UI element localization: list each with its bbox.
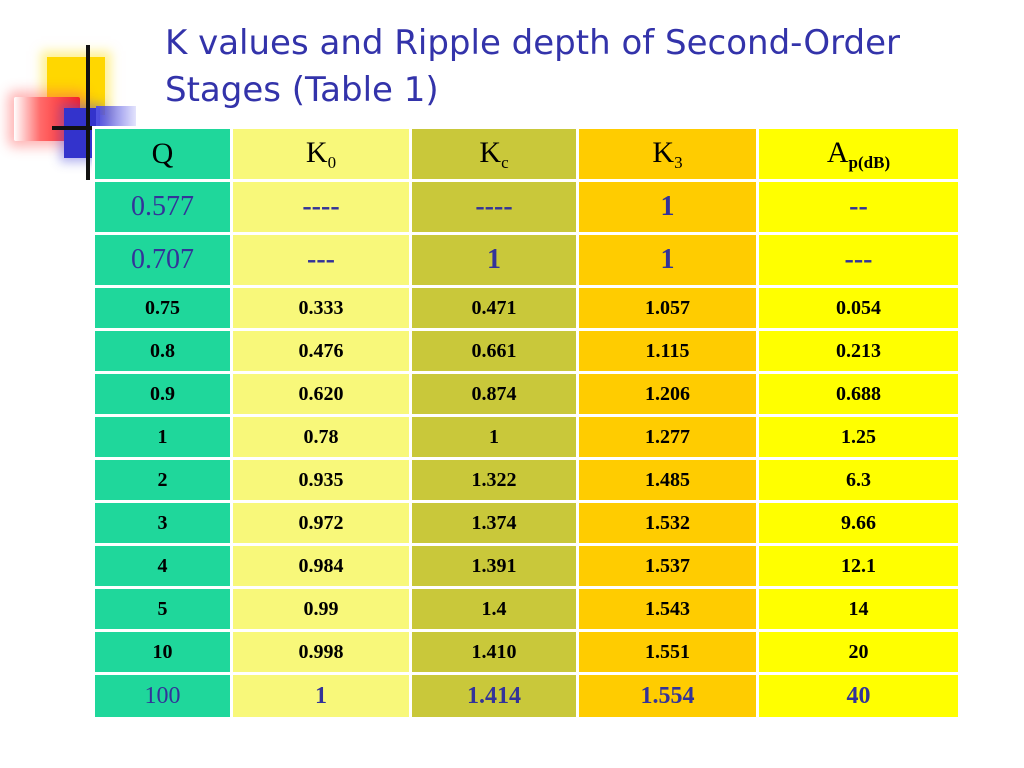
table-row: 0.707 --- 1 1 ---: [92, 232, 961, 288]
table-row: 1 0.78 1 1.277 1.25: [92, 414, 961, 460]
cell-q: 0.577: [92, 179, 233, 235]
cell-k3: 1.115: [576, 328, 759, 374]
cell-kc: 0.874: [409, 371, 579, 417]
cell-ap: 12.1: [756, 543, 961, 589]
k-values-table: Q K0 Kc K3 Ap(dB) 0.577 ---- ---- 1 -- 0…: [92, 126, 961, 720]
cell-q: 0.707: [92, 232, 233, 288]
cell-k3: 1.206: [576, 371, 759, 417]
table-row: 0.8 0.476 0.661 1.115 0.213: [92, 328, 961, 374]
cell-q: 100: [92, 672, 233, 720]
cell-kc: 1.410: [409, 629, 579, 675]
cell-ap: 14: [756, 586, 961, 632]
cell-kc: 0.471: [409, 285, 579, 331]
cell-k0: 0.476: [230, 328, 412, 374]
table-row: 2 0.935 1.322 1.485 6.3: [92, 457, 961, 503]
cell-kc: 1.374: [409, 500, 579, 546]
table-row: 3 0.972 1.374 1.532 9.66: [92, 500, 961, 546]
cell-k0: 1: [230, 672, 412, 720]
table-row: 0.9 0.620 0.874 1.206 0.688: [92, 371, 961, 417]
header-q: Q: [92, 126, 233, 182]
cell-ap: 0.054: [756, 285, 961, 331]
header-kc: Kc: [409, 126, 579, 182]
header-k3: K3: [576, 126, 759, 182]
cell-ap: --: [756, 179, 961, 235]
cell-ap: ---: [756, 232, 961, 288]
cell-ap: 40: [756, 672, 961, 720]
table-row: 5 0.99 1.4 1.543 14: [92, 586, 961, 632]
logo-vertical-line: [86, 45, 90, 180]
cell-ap: 0.688: [756, 371, 961, 417]
cell-kc: 1.391: [409, 543, 579, 589]
cell-k3: 1.532: [576, 500, 759, 546]
cell-ap: 6.3: [756, 457, 961, 503]
cell-q: 0.75: [92, 285, 233, 331]
table-row: 100 1 1.414 1.554 40: [92, 672, 961, 720]
table-row: 10 0.998 1.410 1.551 20: [92, 629, 961, 675]
table-row: 0.75 0.333 0.471 1.057 0.054: [92, 285, 961, 331]
table-row: 0.577 ---- ---- 1 --: [92, 179, 961, 235]
cell-k3: 1.537: [576, 543, 759, 589]
cell-k0: ----: [230, 179, 412, 235]
cell-k0: 0.998: [230, 629, 412, 675]
cell-ap: 1.25: [756, 414, 961, 460]
slide-title: K values and Ripple depth of Second-Orde…: [165, 23, 900, 110]
cell-k3: 1.551: [576, 629, 759, 675]
cell-k3: 1: [576, 179, 759, 235]
cell-q: 2: [92, 457, 233, 503]
cell-k0: 0.972: [230, 500, 412, 546]
header-k0: K0: [230, 126, 412, 182]
cell-ap: 9.66: [756, 500, 961, 546]
cell-k0: 0.78: [230, 414, 412, 460]
cell-q: 5: [92, 586, 233, 632]
cell-k3: 1.057: [576, 285, 759, 331]
cell-k0: 0.620: [230, 371, 412, 417]
cell-k3: 1: [576, 232, 759, 288]
cell-kc: 1.322: [409, 457, 579, 503]
cell-ap: 0.213: [756, 328, 961, 374]
cell-q: 0.8: [92, 328, 233, 374]
header-ap: Ap(dB): [756, 126, 961, 182]
cell-k3: 1.554: [576, 672, 759, 720]
cell-k0: 0.984: [230, 543, 412, 589]
cell-kc: 0.661: [409, 328, 579, 374]
cell-ap: 20: [756, 629, 961, 675]
table-row: 4 0.984 1.391 1.537 12.1: [92, 543, 961, 589]
cell-k0: ---: [230, 232, 412, 288]
cell-k3: 1.543: [576, 586, 759, 632]
cell-kc: 1.4: [409, 586, 579, 632]
cell-kc: 1: [409, 232, 579, 288]
cell-k0: 0.99: [230, 586, 412, 632]
cell-k3: 1.485: [576, 457, 759, 503]
cell-q: 4: [92, 543, 233, 589]
cell-q: 0.9: [92, 371, 233, 417]
cell-k3: 1.277: [576, 414, 759, 460]
cell-kc: 1.414: [409, 672, 579, 720]
cell-q: 1: [92, 414, 233, 460]
cell-kc: 1: [409, 414, 579, 460]
cell-k0: 0.935: [230, 457, 412, 503]
cell-q: 10: [92, 629, 233, 675]
cell-kc: ----: [409, 179, 579, 235]
cell-k0: 0.333: [230, 285, 412, 331]
cell-q: 3: [92, 500, 233, 546]
table-header-row: Q K0 Kc K3 Ap(dB): [92, 126, 961, 182]
